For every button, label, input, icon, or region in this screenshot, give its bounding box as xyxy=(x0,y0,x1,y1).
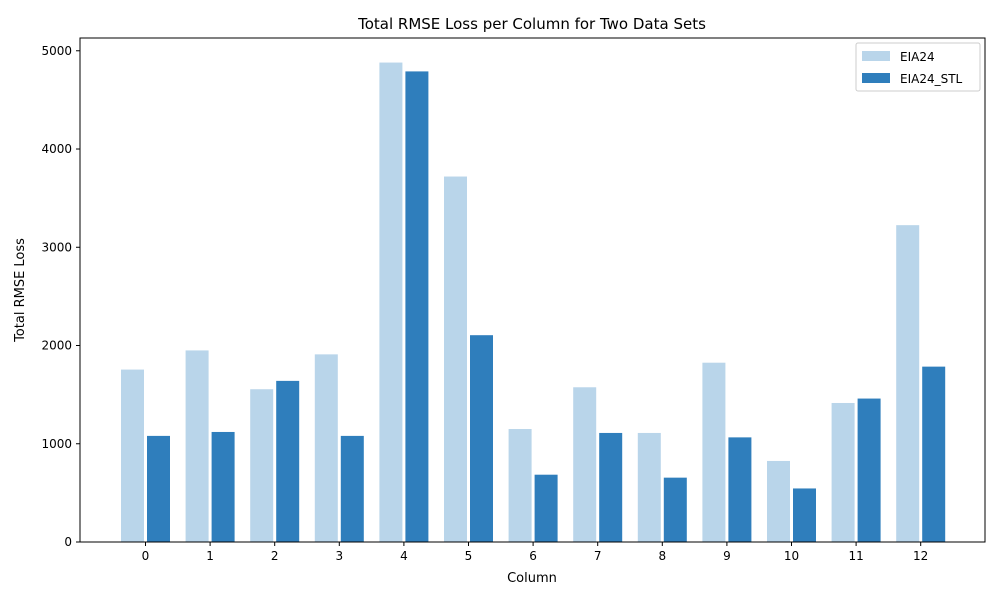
x-tick-label-5: 5 xyxy=(465,549,473,563)
y-tick-label-2000: 2000 xyxy=(41,339,72,353)
legend-label-eia24-stl: EIA24_STL xyxy=(900,72,963,86)
bar-eia24-0 xyxy=(121,369,144,542)
bar-eia24-10 xyxy=(767,460,790,542)
bars-group xyxy=(121,62,946,543)
legend-swatch-eia24 xyxy=(862,51,890,61)
bar-eia24-stl-12 xyxy=(922,366,946,542)
bar-eia24-stl-6 xyxy=(534,474,558,542)
bar-eia24-7 xyxy=(573,387,597,542)
plot-frame xyxy=(79,37,986,543)
x-tick-label-0: 0 xyxy=(142,549,150,563)
bar-eia24-4 xyxy=(379,62,403,543)
bar-eia24-stl-9 xyxy=(728,437,752,542)
bar-eia24-stl-4 xyxy=(405,71,429,543)
x-axis-label: Column xyxy=(507,571,557,586)
bar-eia24-6 xyxy=(508,429,532,542)
x-tick-label-2: 2 xyxy=(271,549,279,563)
x-tick-label-10: 10 xyxy=(784,549,799,563)
x-tick-label-6: 6 xyxy=(529,549,537,563)
legend: EIA24 EIA24_STL xyxy=(855,42,981,92)
x-tick-label-3: 3 xyxy=(335,549,343,563)
bar-eia24-stl-1 xyxy=(211,431,235,542)
y-axis-ticks: 0 1000 2000 3000 4000 5000 xyxy=(41,44,80,549)
x-tick-label-8: 8 xyxy=(658,549,666,563)
legend-swatch-eia24-stl xyxy=(862,73,890,83)
bar-eia24-stl-2 xyxy=(276,380,300,542)
bar-eia24-stl-8 xyxy=(663,477,687,542)
bar-eia24-5 xyxy=(444,176,467,543)
x-tick-label-9: 9 xyxy=(723,549,731,563)
x-tick-label-4: 4 xyxy=(400,549,408,563)
bar-eia24-3 xyxy=(314,354,338,542)
y-axis-label: Total RMSE Loss xyxy=(13,238,28,343)
x-tick-label-12: 12 xyxy=(913,549,928,563)
y-tick-label-3000: 3000 xyxy=(41,240,72,254)
y-tick-label-1000: 1000 xyxy=(41,437,72,451)
bar-eia24-stl-7 xyxy=(599,432,623,542)
bar-eia24-stl-5 xyxy=(470,335,493,542)
bar-eia24-8 xyxy=(637,432,661,542)
y-tick-label-5000: 5000 xyxy=(41,44,72,58)
bar-eia24-12 xyxy=(896,225,920,542)
bar-eia24-stl-0 xyxy=(147,435,170,542)
bar-eia24-stl-11 xyxy=(857,398,881,542)
y-tick-label-4000: 4000 xyxy=(41,142,72,156)
x-tick-label-7: 7 xyxy=(594,549,602,563)
bar-eia24-2 xyxy=(250,389,274,542)
bar-eia24-11 xyxy=(831,402,855,542)
legend-label-eia24: EIA24 xyxy=(900,50,935,64)
bar-eia24-1 xyxy=(185,350,209,542)
bar-eia24-9 xyxy=(702,362,726,542)
chart-title: Total RMSE Loss per Column for Two Data … xyxy=(357,15,706,33)
y-tick-label-0: 0 xyxy=(64,535,72,549)
x-tick-label-11: 11 xyxy=(848,549,863,563)
bar-eia24-stl-3 xyxy=(340,435,364,542)
x-tick-label-1: 1 xyxy=(206,549,214,563)
x-axis-ticks: 0 1 2 3 4 5 6 7 8 9 10 11 12 xyxy=(142,542,928,563)
bar-eia24-stl-10 xyxy=(793,488,816,542)
